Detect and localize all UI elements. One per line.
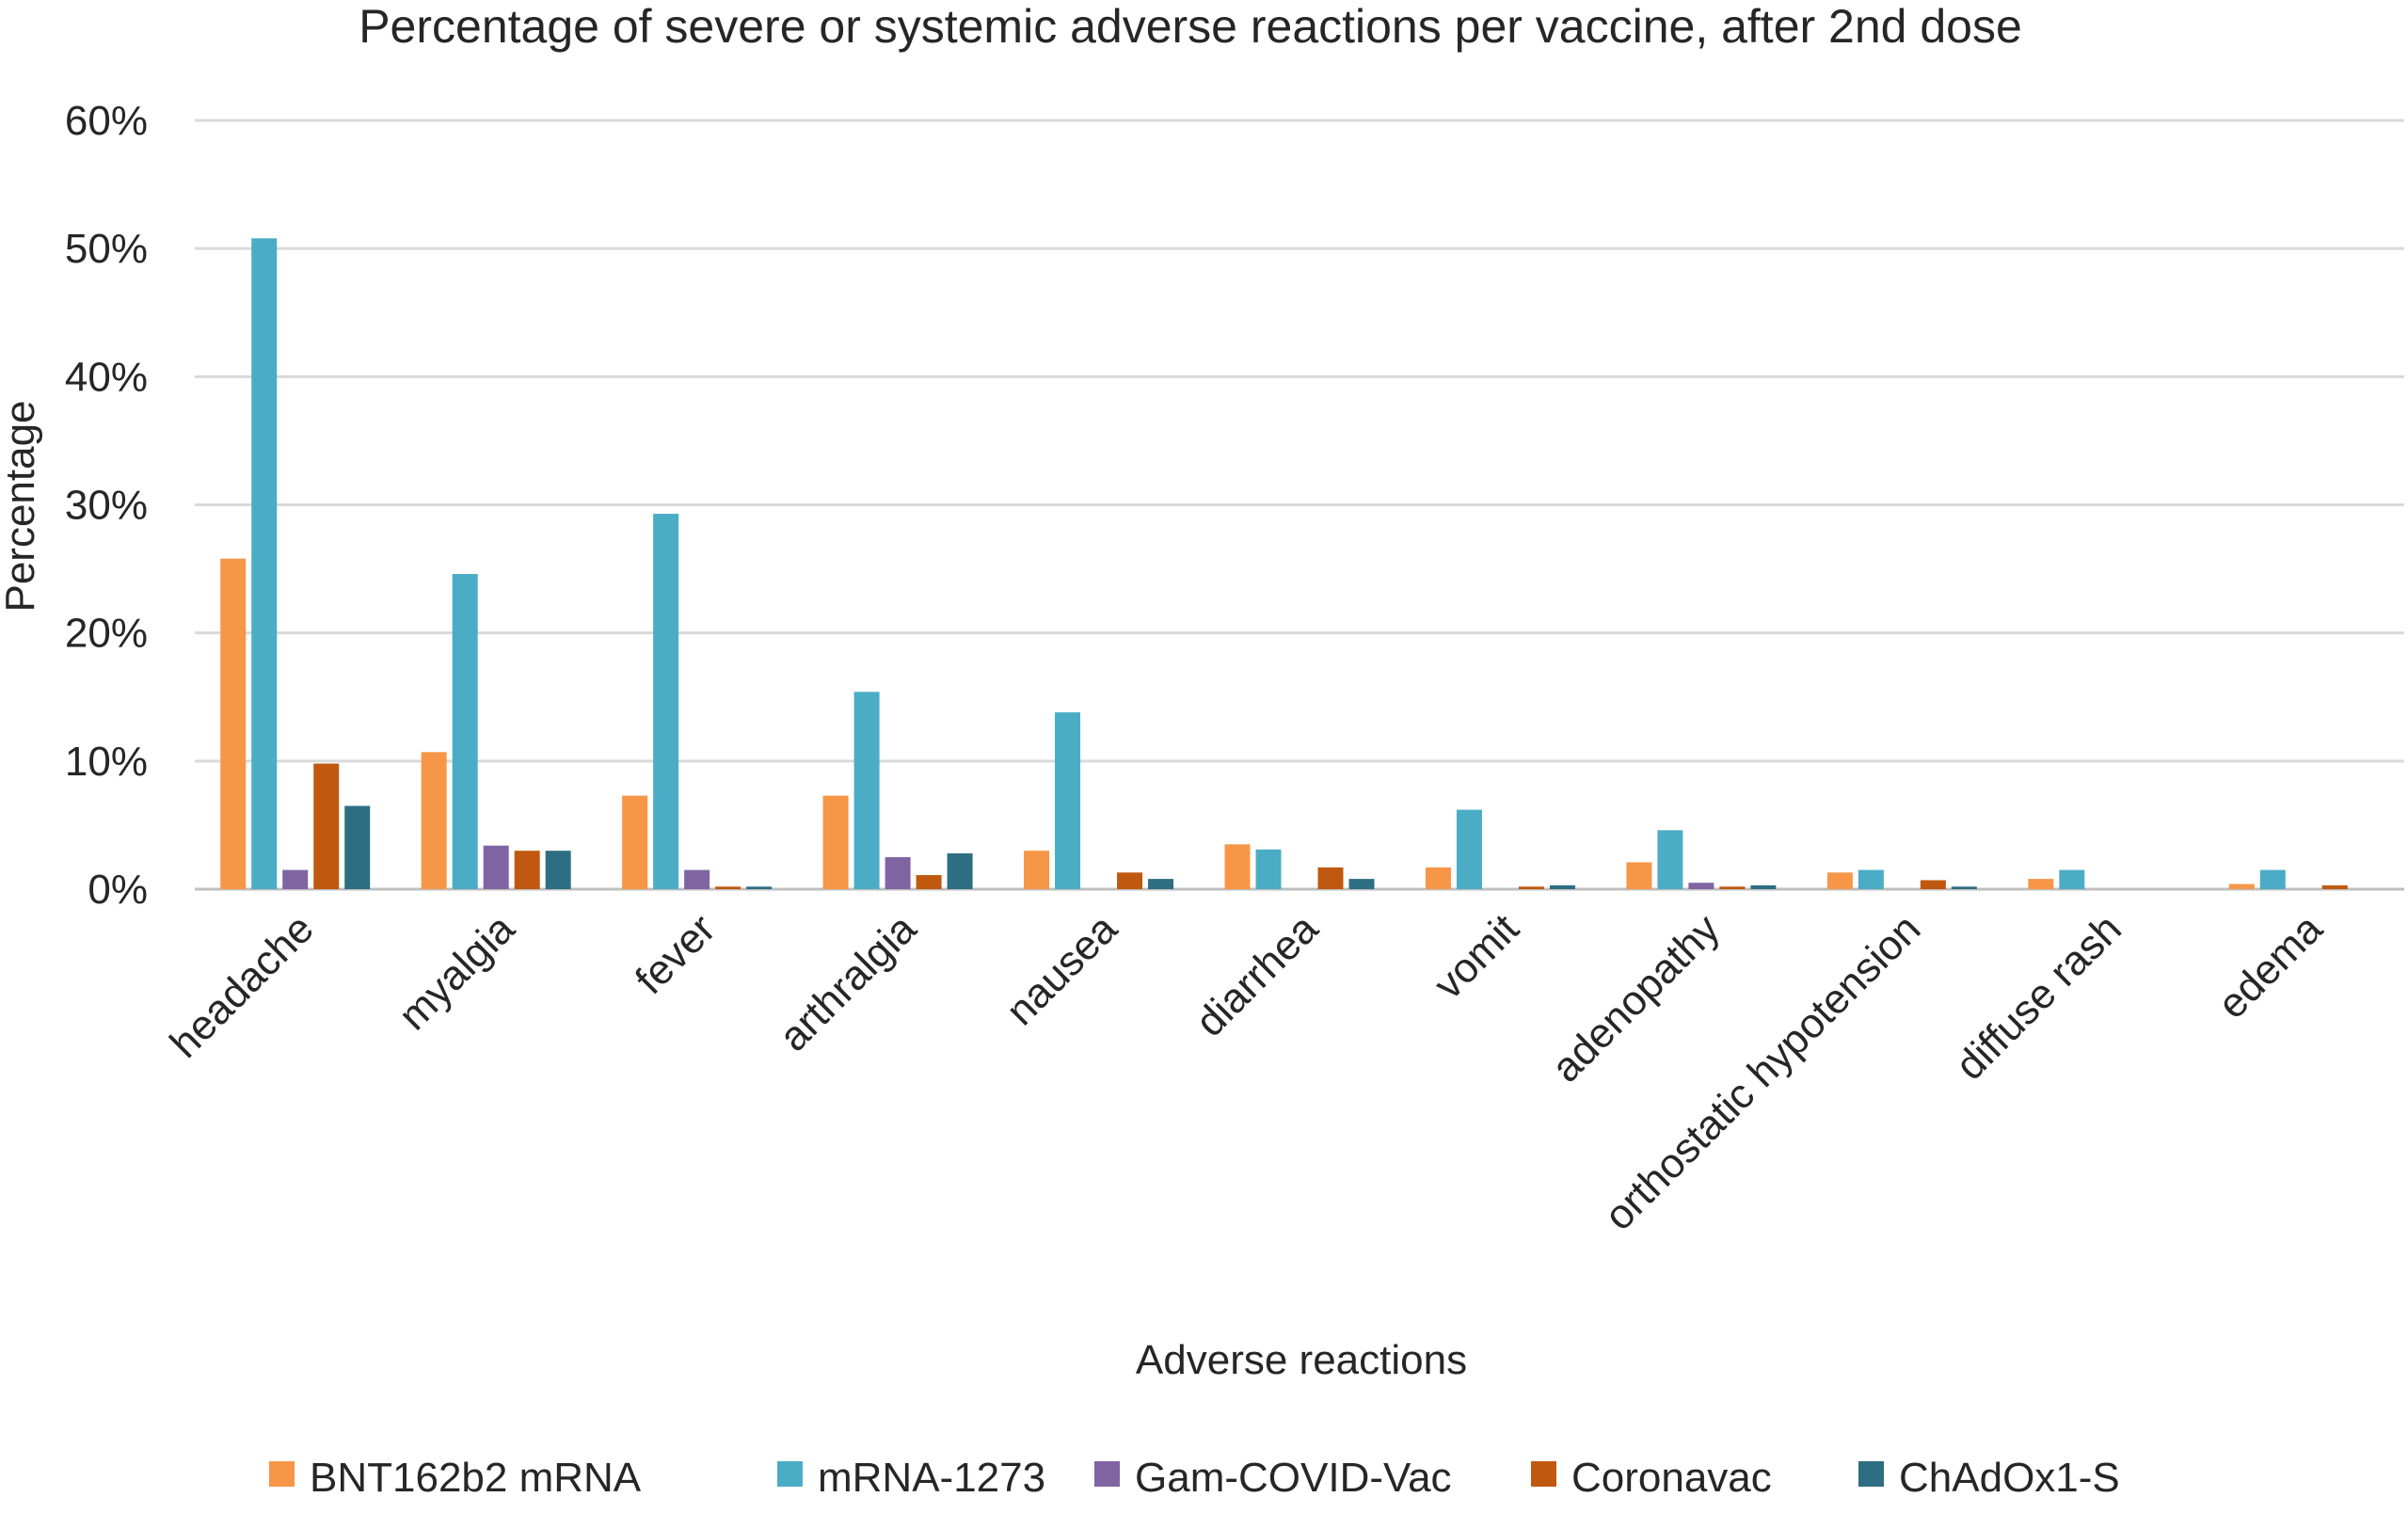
bar-bnt162b2-mrna-vomit xyxy=(1425,867,1451,889)
x-tick-label: fever xyxy=(627,905,725,1003)
bar-bnt162b2-mrna-adenopathy xyxy=(1626,862,1652,889)
y-tick-label: 30% xyxy=(65,483,148,529)
y-tick-label: 50% xyxy=(65,226,148,272)
bar-bnt162b2-mrna-edema xyxy=(2228,884,2255,889)
bar-coronavac-nausea xyxy=(1117,872,1143,889)
bar-bnt162b2-mrna-diffuse-rash xyxy=(2028,879,2054,889)
bar-coronavac-myalgia xyxy=(514,851,540,889)
x-tick-label: myalgia xyxy=(390,905,523,1039)
bar-chadox1-s-headache xyxy=(344,805,371,889)
bar-mrna-1273-myalgia xyxy=(452,574,478,889)
chart-title: Percentage of severe or systemic adverse… xyxy=(359,0,2022,53)
x-tick-label: vomit xyxy=(1426,905,1528,1008)
y-tick-label: 10% xyxy=(65,739,148,785)
bar-coronavac-orthostatic-hypotension xyxy=(1920,880,1946,889)
bar-coronavac-headache xyxy=(313,763,340,889)
bar-bnt162b2-mrna-arthralgia xyxy=(822,795,849,889)
bar-mrna-1273-diffuse-rash xyxy=(2059,869,2085,889)
bar-gam-covid-vac-myalgia xyxy=(483,845,509,889)
bar-bnt162b2-mrna-myalgia xyxy=(421,752,447,889)
bar-coronavac-edema xyxy=(2321,884,2348,889)
bar-bnt162b2-mrna-diarrhea xyxy=(1224,844,1251,889)
legend-label: Coronavac xyxy=(1571,1455,1772,1501)
bar-coronavac-arthralgia xyxy=(916,875,942,889)
y-tick-label: 0% xyxy=(88,867,148,913)
bar-chadox1-s-myalgia xyxy=(545,851,571,889)
bar-mrna-1273-adenopathy xyxy=(1657,830,1683,889)
x-tick-label: diarrhea xyxy=(1187,905,1327,1045)
bar-gam-covid-vac-fever xyxy=(684,869,710,889)
x-tick-label: edema xyxy=(2209,905,2332,1027)
legend-label: Gam-COVID-Vac xyxy=(1135,1455,1452,1501)
bar-chadox1-s-adenopathy xyxy=(1750,884,1777,889)
bar-coronavac-adenopathy xyxy=(1719,886,1746,889)
x-tick-label: nausea xyxy=(997,905,1126,1034)
x-axis-ticks: headache myalgia fever arthralgia nausea diar… xyxy=(161,905,2331,1239)
bar-gam-covid-vac-adenopathy xyxy=(1688,883,1714,889)
bar-coronavac-diarrhea xyxy=(1317,867,1344,889)
bar-gam-covid-vac-arthralgia xyxy=(885,856,911,889)
bar-mrna-1273-arthralgia xyxy=(853,692,880,889)
bar-coronavac-vomit xyxy=(1518,886,1544,889)
legend-swatch xyxy=(269,1461,295,1487)
bar-chadox1-s-orthostatic-hypotension xyxy=(1951,886,1977,889)
x-axis-label: Adverse reactions xyxy=(1136,1337,1467,1383)
y-axis-ticks: 0% 10% 20% 30% 40% 50% 60% xyxy=(65,98,148,913)
legend: BNT162b2 mRNA mRNA-1273 Gam-COVID-Vac Coron… xyxy=(269,1455,2120,1501)
bar-chadox1-s-arthralgia xyxy=(947,852,973,889)
legend-label: ChAdOx1-S xyxy=(1899,1455,2120,1501)
y-axis-label: Percentage xyxy=(0,400,43,612)
bar-mrna-1273-diarrhea xyxy=(1255,849,1282,889)
y-tick-label: 40% xyxy=(65,354,148,400)
x-tick-label: arthralgia xyxy=(771,905,926,1060)
bar-bnt162b2-mrna-headache xyxy=(220,558,247,889)
bar-bnt162b2-mrna-fever xyxy=(622,795,648,889)
bar-chadox1-s-fever xyxy=(746,886,773,889)
legend-label: BNT162b2 mRNA xyxy=(310,1455,642,1501)
legend-swatch xyxy=(1094,1461,1120,1487)
bar-mrna-1273-edema xyxy=(2259,869,2286,889)
bar-mrna-1273-vomit xyxy=(1456,809,1482,889)
x-tick-label: diffuse rash xyxy=(1947,905,2130,1089)
y-tick-label: 60% xyxy=(65,98,148,144)
bar-chadox1-s-vomit xyxy=(1549,884,1575,889)
bar-mrna-1273-nausea xyxy=(1055,712,1081,889)
legend-swatch xyxy=(777,1461,803,1487)
bar-mrna-1273-headache xyxy=(251,238,278,890)
bar-coronavac-fever xyxy=(715,886,742,889)
bar-bnt162b2-mrna-nausea xyxy=(1024,851,1050,889)
bars xyxy=(220,238,2348,890)
bar-chadox1-s-diarrhea xyxy=(1348,879,1375,889)
bar-mrna-1273-orthostatic-hypotension xyxy=(1858,869,1884,889)
y-tick-label: 20% xyxy=(65,611,148,657)
gridlines xyxy=(195,119,2404,891)
x-tick-label: headache xyxy=(161,905,322,1066)
legend-label: mRNA-1273 xyxy=(818,1455,1045,1501)
legend-swatch xyxy=(1531,1461,1556,1487)
bar-bnt162b2-mrna-orthostatic-hypotension xyxy=(1826,872,1853,889)
x-tick-label: adenopathy xyxy=(1543,905,1729,1091)
legend-swatch xyxy=(1858,1461,1884,1487)
bar-chadox1-s-nausea xyxy=(1148,879,1174,889)
bar-mrna-1273-fever xyxy=(653,514,679,889)
bar-gam-covid-vac-headache xyxy=(282,869,309,889)
